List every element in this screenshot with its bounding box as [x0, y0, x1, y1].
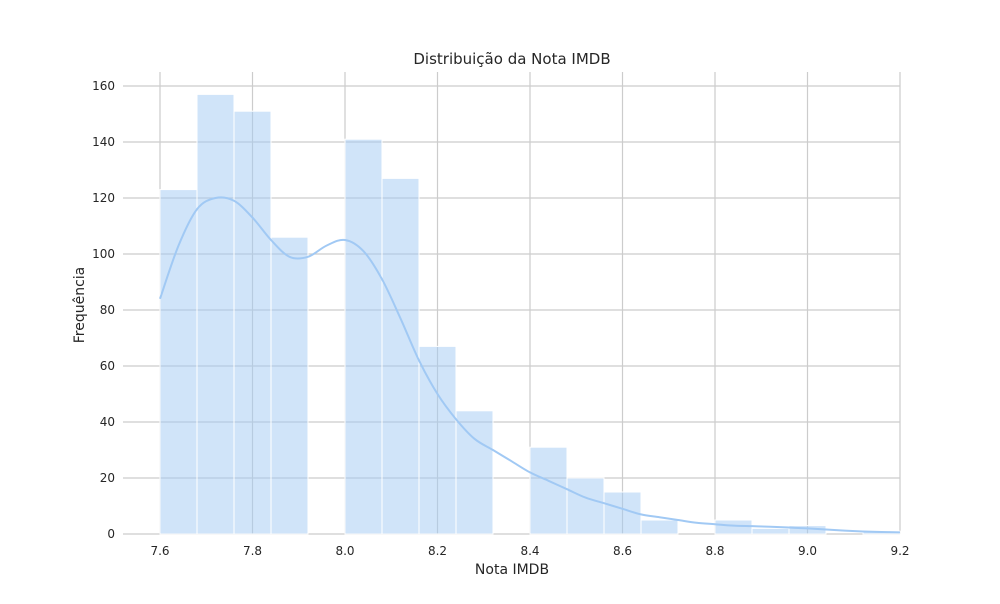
histogram-bar	[640, 519, 679, 535]
y-tick-label: 20	[100, 471, 115, 485]
x-tick-label: 9.2	[890, 544, 909, 558]
y-tick-label: 100	[92, 247, 115, 261]
histogram-bar	[455, 410, 494, 535]
x-tick-label: 7.6	[150, 544, 169, 558]
x-tick-label: 8.4	[520, 544, 539, 558]
histogram-bar	[566, 477, 605, 535]
x-tick-label: 8.8	[705, 544, 724, 558]
histogram-bar	[751, 527, 790, 535]
histogram-bar	[270, 236, 309, 535]
histogram-bars	[159, 93, 901, 535]
x-tick-label: 8.2	[428, 544, 447, 558]
y-tick-label: 80	[100, 303, 115, 317]
x-tick-label: 9.0	[798, 544, 817, 558]
histogram-bar	[418, 345, 457, 535]
x-tick-labels: 7.6 7.8 8.0 8.2 8.4 8.6 8.8 9.0 9.2	[150, 544, 909, 558]
x-tick-label: 7.8	[243, 544, 262, 558]
x-tick-label: 8.0	[335, 544, 354, 558]
x-axis-label: Nota IMDB	[475, 562, 549, 578]
histogram-bar	[381, 177, 420, 535]
histogram-bar	[344, 138, 383, 535]
histogram-bar	[196, 93, 235, 535]
y-tick-label: 160	[92, 79, 115, 93]
y-tick-label: 120	[92, 191, 115, 205]
histogram-bar	[529, 446, 568, 535]
histogram-bar	[233, 110, 272, 535]
y-axis-label: Frequência	[72, 267, 88, 344]
y-tick-labels: 0 20 40 60 80 100 120 140 160	[92, 79, 115, 541]
y-tick-label: 40	[100, 415, 115, 429]
kde-curve	[159, 196, 901, 534]
histogram-bar	[159, 189, 198, 535]
y-tick-label: 140	[92, 135, 115, 149]
y-tick-label: 0	[107, 527, 115, 541]
chart-title: Distribuição da Nota IMDB	[413, 50, 610, 68]
x-tick-label: 8.6	[613, 544, 632, 558]
y-tick-label: 60	[100, 359, 115, 373]
